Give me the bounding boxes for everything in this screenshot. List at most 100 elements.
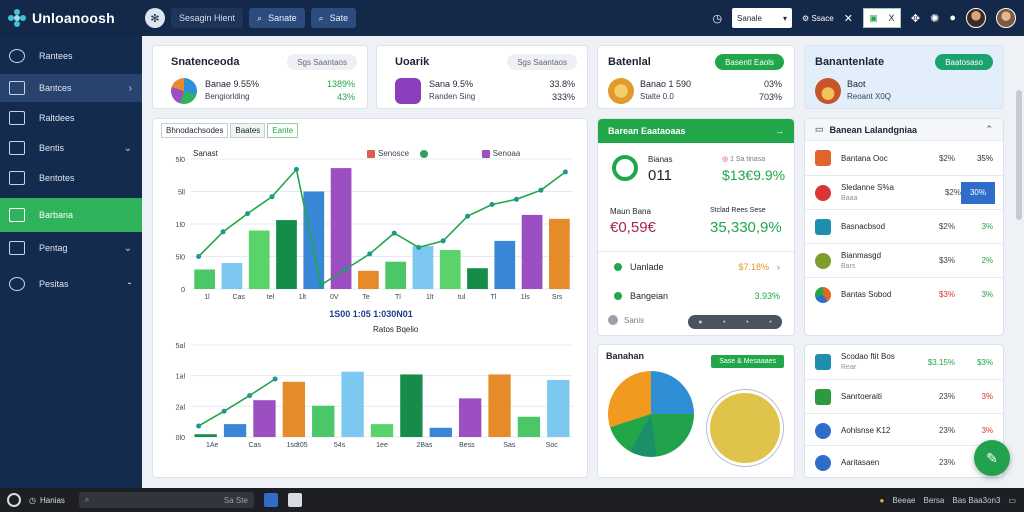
top-chart-xlabel: 1S00 1:05 1:030N01	[329, 309, 413, 319]
clock-icon[interactable]: ◷	[712, 12, 723, 25]
top-select-value: Sanale	[737, 13, 762, 23]
list-item-sub: Baaa	[841, 194, 858, 202]
list-item[interactable]: Scodao ftit Bos Rear $3.15% $3%	[805, 345, 1003, 379]
taskbar-search[interactable]: ⌕ Sa Ste	[78, 492, 254, 508]
list-item[interactable]: Bianmasgd Bars $3% 2%	[805, 243, 1003, 277]
list-item-value1: 23%	[938, 392, 955, 401]
top-tab-search-2[interactable]: ⌕ Sate	[310, 8, 357, 28]
taskbar-file-icon[interactable]	[287, 493, 302, 507]
list-item-name: Aohlsnse K12	[841, 425, 921, 436]
legend-item-1[interactable]	[419, 149, 431, 158]
info-icon	[815, 454, 831, 471]
sidebar-item-1[interactable]: Bantces ›	[0, 74, 142, 102]
list-item-name: Bantas Sobod	[841, 289, 921, 300]
top-tab-search[interactable]: ⌕ Sanate	[249, 8, 305, 28]
start-icon[interactable]	[7, 493, 21, 507]
slider-label: Sanis	[624, 315, 645, 325]
list-item[interactable]: Bantana Ooc $2% 35%	[805, 141, 1003, 175]
list-item-value2: 3%	[981, 222, 993, 231]
chart-bar	[357, 270, 379, 289]
sidebar-item-label: Bantces	[39, 83, 72, 93]
list-item[interactable]: Sledanne S%a Baaa $2% 30%	[805, 175, 1003, 209]
legend-item-0[interactable]: Senosce	[367, 149, 409, 158]
kpi-pill[interactable]: Sgs Saantaos	[287, 54, 357, 70]
weather-icon[interactable]: ●	[879, 495, 885, 505]
kpi-card-2[interactable]: Batenlal Basentl Eaols Banao 1 590 Stalt…	[597, 45, 795, 109]
sidebar-item-7[interactable]: Pesitas ⁃	[0, 270, 142, 298]
kpi-card-3[interactable]: Banantenlate Baatosaso Baot Reoant X0Q	[804, 45, 1004, 109]
list-item-value2[interactable]: 30%	[961, 181, 995, 204]
x-tick-label: 1ls	[521, 294, 530, 301]
taskbar-right-2[interactable]: Bas Baa3on3	[952, 495, 1001, 505]
close-icon[interactable]: ✕	[843, 12, 853, 25]
sidebar-item-4[interactable]: Bentotes	[0, 164, 142, 192]
avatar[interactable]	[966, 8, 986, 28]
chart-button-1[interactable]: Baates	[230, 123, 266, 138]
kpi-title: Batenlal	[608, 56, 651, 68]
x-tick-label: 1Ae	[206, 442, 219, 449]
legend-item-2[interactable]: Senoaa	[481, 149, 520, 158]
floating-action-button[interactable]: ✎	[974, 440, 1010, 476]
list-item[interactable]: Basnacbsod $2% 3%	[805, 209, 1003, 243]
calendar-icon	[9, 241, 25, 255]
list-item[interactable]: Sanrtoeraiti 23% 3%	[805, 379, 1003, 413]
arrow-right-icon[interactable]: →	[775, 126, 784, 136]
kpi-card-0[interactable]: Snatenceoda Sgs Saantaos Banae 9.55% Ben…	[152, 45, 368, 109]
list-item-value2: 2%	[981, 256, 993, 265]
close-label[interactable]: ⚙ Ssace	[802, 14, 834, 23]
chart-button-2[interactable]: Eante	[267, 123, 299, 138]
sidebar-item-6[interactable]: Pentag ⌄	[0, 234, 142, 262]
kpi-pill[interactable]: Sgs Saantaos	[507, 54, 577, 70]
pie-chart	[608, 371, 694, 457]
sun-icon[interactable]: ✺	[930, 12, 940, 25]
top-select[interactable]: Sanale ▾	[732, 8, 793, 28]
top-chip[interactable]: ▣ X	[862, 8, 901, 28]
kpi-pill[interactable]: Baatosaso	[935, 54, 993, 70]
document-icon	[9, 171, 25, 185]
x-tick-label: tel	[267, 294, 275, 301]
green-panel-item-2[interactable]: Bangeian 3.93%	[598, 281, 794, 311]
chart-bar	[276, 220, 297, 289]
sidebar-item-0[interactable]: Rantees	[0, 42, 142, 70]
settings-icon[interactable]: ✻	[145, 8, 165, 28]
taskbar-app-icon[interactable]	[263, 493, 278, 507]
list-item-name: Aaritasaen	[841, 457, 921, 468]
top-tab-session[interactable]: Sesagin Hient	[171, 8, 244, 28]
taskbar-label[interactable]: ◷ Hanias	[29, 496, 65, 505]
slider-thumb[interactable]: ●	[698, 318, 703, 326]
ring-gauge-icon	[612, 155, 638, 181]
sidebar-item-2[interactable]: Raltdees	[0, 104, 142, 132]
kpi-card-1[interactable]: Uoarik Sgs Saantaos Sana 9.5% Randen Sin…	[376, 45, 588, 109]
kpi-pill[interactable]: Basentl Eaols	[715, 54, 784, 70]
chevron-up-icon[interactable]: ⌃	[985, 124, 993, 134]
chevron-down-icon: ▾	[783, 13, 788, 23]
list-item-value2: 3%	[981, 392, 993, 401]
top-right-tools: ◷ Sanale ▾ ⚙ Ssace ✕ ▣ X ✥ ✺ ●	[712, 0, 1016, 36]
kpi-line2: Randen Sing	[429, 92, 476, 101]
slider-dot: •	[723, 318, 726, 326]
green-panel-item-1[interactable]: Uanlade $7.18% ›	[598, 251, 794, 281]
chart-button-0[interactable]: Bhnodachsodes	[161, 123, 229, 138]
chart-icon	[815, 354, 831, 370]
puzzle-icon[interactable]: ✥	[910, 12, 921, 25]
sidebar-item-3[interactable]: Bentis ⌄	[0, 134, 142, 162]
pie-chart-icon	[171, 78, 197, 104]
list-item[interactable]: Aaritasaen 23% 3%	[805, 445, 1003, 479]
avatar-secondary[interactable]	[996, 8, 1016, 28]
pie-panel-pill[interactable]: Sase & Mesaaaes	[711, 355, 784, 368]
notification-icon[interactable]: ▭	[1008, 495, 1016, 505]
chart-bar	[517, 416, 541, 437]
chart-bar	[521, 214, 543, 289]
taskbar-right-0[interactable]: Beeae	[892, 495, 916, 505]
app-logo[interactable]: Unloanoosh	[0, 9, 142, 27]
sidebar-item-5[interactable]: Barbana	[0, 198, 142, 232]
chart-toolbar: Bhnodachsodes Baates Eante	[161, 123, 299, 138]
chart-bar	[303, 191, 325, 289]
scrollbar[interactable]	[1016, 90, 1022, 220]
kpi-title: Uoarik	[395, 56, 430, 68]
bell-icon[interactable]: ●	[949, 12, 956, 24]
list-item[interactable]: Aohlsnse K12 23% 3%	[805, 413, 1003, 447]
list-item[interactable]: Bantas Sobod $3% 3%	[805, 277, 1003, 311]
slider-control[interactable]: ● • • •	[688, 315, 782, 329]
taskbar-right-1[interactable]: Bersa	[923, 495, 945, 505]
